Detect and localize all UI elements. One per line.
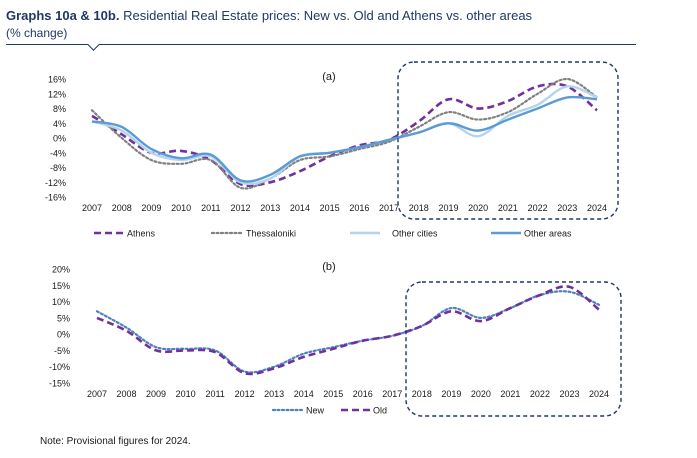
x-tick-label: 2012 bbox=[235, 389, 255, 399]
legend-label-new: New bbox=[306, 406, 325, 416]
legend-label-other-cities: Other cities bbox=[392, 229, 438, 239]
y-tick-label: 8% bbox=[53, 104, 66, 114]
x-tick-label: 2022 bbox=[530, 389, 550, 399]
y-tick-label: -5% bbox=[54, 346, 70, 356]
y-tick-label: -16% bbox=[45, 193, 66, 203]
panel-label: (b) bbox=[322, 261, 335, 273]
x-tick-label: 2014 bbox=[290, 203, 310, 213]
x-tick-label: 2023 bbox=[557, 203, 577, 213]
x-tick-label: 2009 bbox=[146, 389, 166, 399]
y-tick-label: 0% bbox=[53, 134, 66, 144]
legend-label-athens: Athens bbox=[127, 229, 156, 239]
x-tick-label: 2013 bbox=[264, 389, 284, 399]
y-tick-label: -12% bbox=[45, 178, 66, 188]
series-line-other-cities bbox=[92, 86, 597, 184]
x-tick-label: 2017 bbox=[379, 203, 399, 213]
x-tick-label: 2012 bbox=[231, 203, 251, 213]
x-tick-label: 2018 bbox=[409, 203, 429, 213]
series-line-athens bbox=[92, 84, 597, 186]
x-tick-label: 2015 bbox=[323, 389, 343, 399]
x-tick-label: 2011 bbox=[201, 203, 220, 213]
y-tick-label: 5% bbox=[57, 313, 70, 323]
charts-canvas: (a) 16% 12% 8% 4% 0% -4% -8% -12% -16% 2007 2008 200… bbox=[0, 0, 697, 458]
y-tick-label: -8% bbox=[50, 163, 66, 173]
x-tick-label: 2010 bbox=[171, 203, 191, 213]
x-tick-label: 2022 bbox=[528, 203, 548, 213]
series-line-new bbox=[97, 291, 599, 372]
y-tick-label: -15% bbox=[49, 379, 70, 389]
panel-label: (a) bbox=[322, 71, 335, 83]
x-tick-label: 2010 bbox=[176, 389, 196, 399]
x-tick-label: 2014 bbox=[294, 389, 314, 399]
footnote: Note: Provisional figures for 2024. bbox=[40, 436, 191, 447]
y-tick-label: 4% bbox=[53, 119, 66, 129]
y-tick-label: 15% bbox=[52, 281, 70, 291]
x-tick-label: 2020 bbox=[468, 203, 488, 213]
x-tick-label: 2024 bbox=[589, 389, 609, 399]
x-tick-label: 2007 bbox=[87, 389, 107, 399]
series-line-old bbox=[97, 286, 599, 374]
x-tick-label: 2020 bbox=[471, 389, 491, 399]
y-tick-label: 16% bbox=[48, 75, 66, 85]
legend-label-old: Old bbox=[373, 406, 387, 416]
x-tick-label: 2009 bbox=[141, 203, 161, 213]
x-tick-label: 2021 bbox=[498, 203, 518, 213]
x-tick-label: 2016 bbox=[353, 389, 373, 399]
x-tick-label: 2015 bbox=[320, 203, 340, 213]
x-tick-label: 2019 bbox=[438, 203, 458, 213]
x-tick-label: 2016 bbox=[349, 203, 369, 213]
x-tick-label: 2008 bbox=[112, 203, 132, 213]
legend-label-thessaloniki: Thessaloniki bbox=[246, 229, 296, 239]
x-tick-label: 2007 bbox=[82, 203, 102, 213]
y-tick-label: 0% bbox=[57, 330, 70, 340]
x-tick-label: 2018 bbox=[412, 389, 432, 399]
chart-panel-a: (a) 16% 12% 8% 4% 0% -4% -8% -12% -16% 2007 2008 200… bbox=[45, 62, 618, 239]
y-tick-label: -4% bbox=[50, 148, 66, 158]
y-tick-label: 12% bbox=[48, 89, 66, 99]
chart-panel-b: (b) 20% 15% 10% 5% 0% -5% -10% -15% 2007 2008 2009 2… bbox=[49, 261, 621, 416]
x-tick-label: 2023 bbox=[559, 389, 579, 399]
y-tick-label: 20% bbox=[52, 265, 70, 275]
legend-label-other-areas: Other areas bbox=[524, 229, 572, 239]
x-tick-label: 2024 bbox=[587, 203, 607, 213]
x-tick-label: 2021 bbox=[500, 389, 520, 399]
highlight-box bbox=[398, 62, 618, 219]
x-tick-label: 2008 bbox=[117, 389, 137, 399]
x-tick-label: 2019 bbox=[441, 389, 461, 399]
x-tick-label: 2013 bbox=[260, 203, 280, 213]
x-tick-label: 2017 bbox=[382, 389, 402, 399]
y-tick-label: -10% bbox=[49, 362, 70, 372]
y-tick-label: 10% bbox=[52, 297, 70, 307]
x-tick-label: 2011 bbox=[205, 389, 224, 399]
